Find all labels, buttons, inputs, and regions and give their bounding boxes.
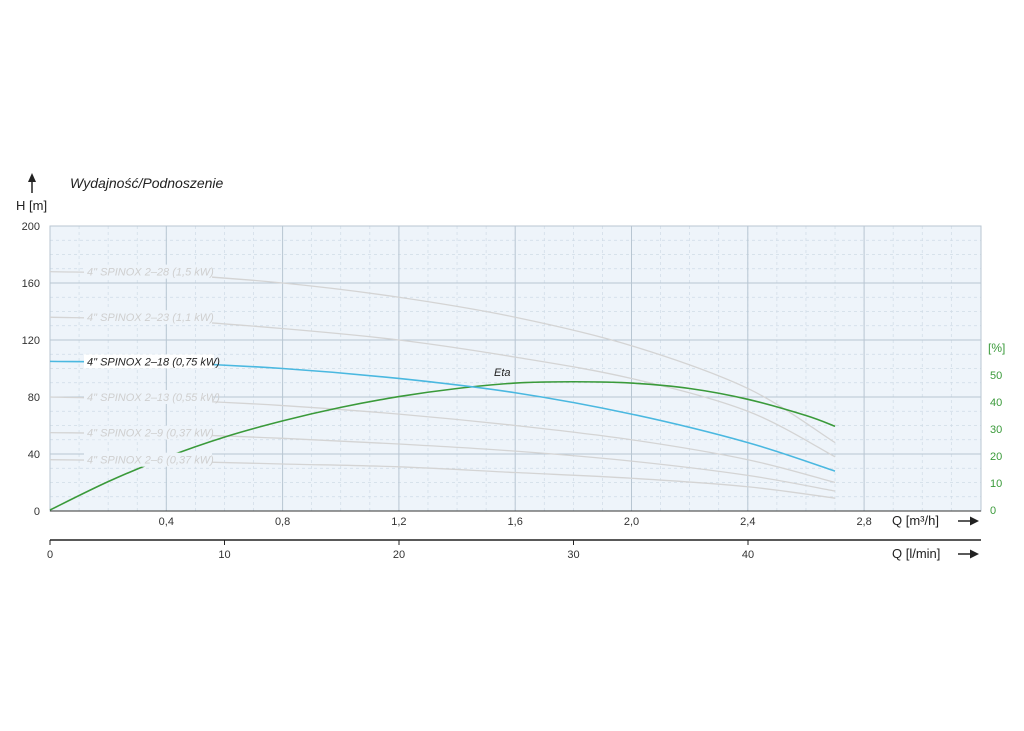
x-axis-arrow-icon (958, 516, 979, 526)
y-tick-label: 40 (28, 449, 40, 461)
axes (49, 510, 981, 545)
y-tick-label: 80 (28, 392, 40, 404)
y-axis-title: H [m] (16, 198, 47, 213)
x2-tick-label: 30 (567, 549, 579, 561)
series-label-bg (84, 354, 214, 369)
y-right-tick-label: 40 (990, 397, 1002, 409)
x2-tick-label: 40 (742, 549, 754, 561)
x2-axis-title: Q [l/min] (892, 546, 940, 561)
y-right-tick-label: 30 (990, 424, 1002, 436)
series-label: 4" SPINOX 2–13 (0,55 kW) (87, 392, 220, 404)
x-tick-label: 2,8 (856, 516, 871, 528)
y-axis-arrow-icon (28, 173, 36, 193)
y-right-axis-title: [%] (988, 341, 1005, 355)
y-right-tick-label: 0 (990, 505, 996, 517)
y-tick-label: 200 (22, 221, 40, 233)
series-label: 4" SPINOX 2–28 (1,5 kW) (87, 267, 214, 279)
x-tick-label: 1,6 (508, 516, 523, 528)
y-tick-label: 160 (22, 278, 40, 290)
x-tick-label: 1,2 (391, 516, 406, 528)
series-label: 4" SPINOX 2–6 (0,37 kW) (87, 455, 214, 467)
curve-labels: 4" SPINOX 2–28 (1,5 kW) 4" SPINOX 2–23 (1… (84, 264, 514, 467)
y-right-tick-label: 20 (990, 451, 1002, 463)
x-tick-label: 0,4 (159, 516, 174, 528)
eta-label-bg (488, 364, 514, 380)
chart-title: Wydajność/Podnoszenie (70, 175, 224, 191)
x2-tick-label: 20 (393, 549, 405, 561)
y-right-tick-label: 10 (990, 478, 1002, 490)
eta-label: Eta (494, 367, 511, 379)
series-label-bg (84, 390, 212, 404)
x-tick-label: 2,4 (740, 516, 755, 528)
series-label-bg (84, 425, 212, 440)
y-tick-label: 120 (22, 335, 40, 347)
y-right-tick-label: 50 (990, 370, 1002, 382)
y-tick-label: 0 (34, 506, 40, 518)
x-tick-label: 2,0 (624, 516, 639, 528)
series-label-bg (84, 452, 212, 467)
series-label-bg (84, 264, 212, 279)
series-label-bg (84, 310, 212, 325)
major-grid (49, 225, 982, 512)
x-tick-label: 0,8 (275, 516, 290, 528)
series-label: 4" SPINOX 2–23 (1,1 kW) (87, 312, 214, 324)
x2-tick-label: 10 (218, 549, 230, 561)
series-label: 4" SPINOX 2–18 (0,75 kW) (87, 356, 220, 368)
x-axis-title: Q [m³/h] (892, 513, 939, 528)
x2-axis-arrow-icon (958, 549, 979, 559)
series-label: 4" SPINOX 2–9 (0,37 kW) (87, 428, 214, 440)
x2-tick-label: 0 (47, 549, 53, 561)
